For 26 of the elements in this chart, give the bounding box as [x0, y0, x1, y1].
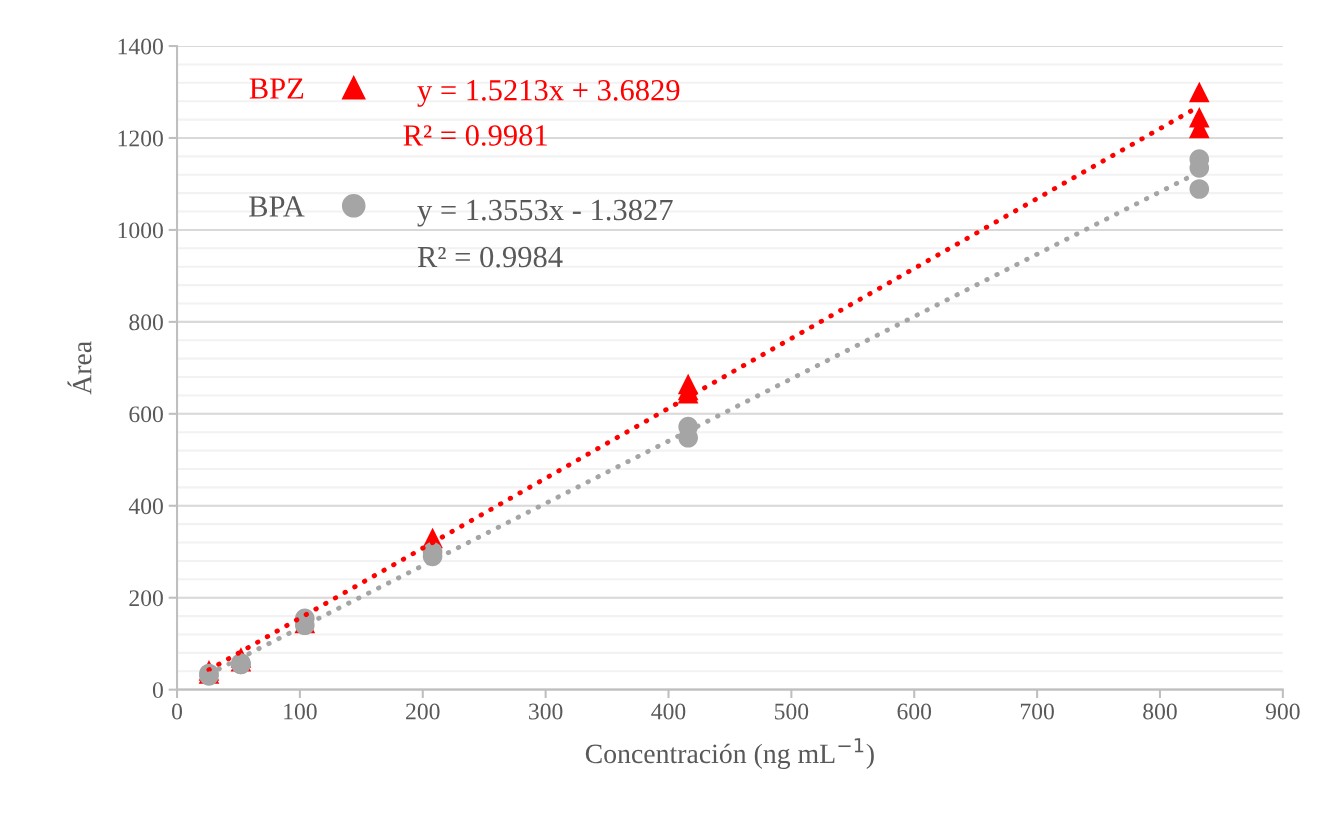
y-tick-label: 400 — [128, 498, 163, 515]
legend-label: BPA — [249, 196, 305, 217]
y-tick-label: 1200 — [118, 130, 163, 147]
y-tick-label: 600 — [129, 406, 163, 423]
y-axis-title: Área — [67, 341, 92, 395]
x-tick-label: 700 — [1020, 703, 1054, 720]
x-tick-label: 0 — [172, 703, 183, 720]
x-tick-label: 800 — [1143, 703, 1177, 720]
annotation: y = 1.3553x - 1.3827 — [417, 199, 673, 227]
x-tick-label: 400 — [651, 703, 686, 720]
legend-label: BPZ — [249, 78, 304, 99]
y-tick-label: 800 — [129, 314, 163, 331]
x-tick-label: 900 — [1265, 703, 1300, 720]
x-axis-title: Concentración (ng mL$^{−1}$) — [585, 738, 874, 769]
y-tick-label: 0 — [152, 682, 163, 699]
annotation: R² = 0.9981 — [403, 125, 547, 146]
y-tick-label: 200 — [129, 590, 163, 607]
y-tick-label: 1000 — [118, 222, 163, 239]
x-tick-label: 600 — [897, 703, 932, 720]
x-tick-label: 100 — [284, 703, 317, 720]
x-tick-label: 500 — [775, 703, 809, 720]
y-tick-label: 1400 — [118, 38, 163, 55]
annotation: y = 1.5213x + 3.6829 — [417, 79, 680, 107]
annotation: R² = 0.9984 — [417, 246, 563, 268]
x-tick-label: 300 — [529, 703, 563, 720]
x-tick-label: 200 — [406, 703, 440, 720]
